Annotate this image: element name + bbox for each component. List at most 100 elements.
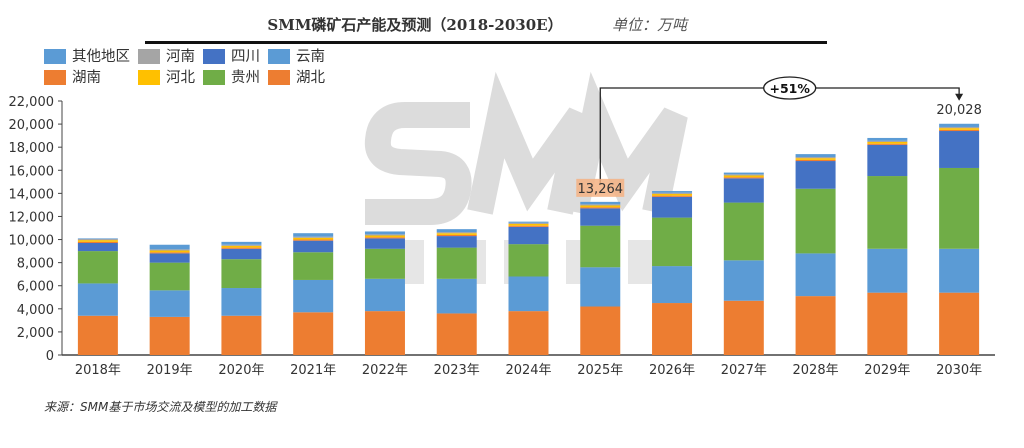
bar-segment-贵州-2028年 — [795, 188, 836, 254]
source-note: 来源：SMM基于市场交流及模型的加工数据 — [44, 400, 277, 414]
bar-segment-湖北-2018年 — [77, 315, 118, 355]
legend-item: 湖南 — [44, 67, 130, 88]
x-tick-label: 2022年 — [362, 363, 408, 378]
bar-segment-河南-2026年 — [652, 192, 693, 194]
bar-segment-其他地区-2025年 — [580, 201, 621, 205]
x-tick-label: 2024年 — [505, 363, 551, 378]
y-tick-label: 2,000 — [17, 326, 54, 341]
x-tick-label: 2025年 — [577, 363, 623, 378]
bar-segment-湖北-2022年 — [364, 311, 405, 355]
bar-segment-四川-2029年 — [867, 144, 908, 177]
legend: 其他地区 河南 四川 云南 湖南 河北 贵州 湖北 — [44, 46, 325, 88]
bar-segment-云南-2018年 — [77, 283, 118, 316]
bar-segment-河北-2020年 — [221, 245, 262, 248]
legend-label: 湖北 — [296, 69, 325, 86]
bar-segment-湖北-2021年 — [293, 312, 334, 355]
bar-segment-湖南-2030年 — [939, 129, 980, 132]
bar-segment-河南-2028年 — [795, 156, 836, 159]
legend-item: 河北 — [138, 67, 195, 88]
bar-segment-其他地区-2027年 — [723, 172, 764, 175]
bar-segment-河北-2025年 — [580, 205, 621, 208]
x-tick-label: 2027年 — [721, 363, 767, 378]
bar-segment-云南-2028年 — [795, 253, 836, 297]
bar-segment-河南-2018年 — [77, 238, 118, 241]
title-underline — [145, 41, 827, 44]
bar-segment-贵州-2019年 — [149, 262, 190, 291]
bar-segment-河南-2030年 — [939, 126, 980, 129]
bar-segment-河北-2026年 — [652, 193, 693, 196]
bar-segment-贵州-2024年 — [508, 244, 549, 277]
bar-segment-河北-2027年 — [723, 175, 764, 178]
legend-swatch — [138, 70, 160, 85]
bar-segment-河北-2029年 — [867, 141, 908, 144]
bar-segment-其他地区-2030年 — [939, 123, 980, 127]
bar-segment-河北-2028年 — [795, 158, 836, 160]
y-tick-label: 6,000 — [17, 280, 54, 295]
bar-segment-云南-2019年 — [149, 290, 190, 317]
growth-badge — [763, 76, 817, 100]
bar-segment-贵州-2022年 — [364, 248, 405, 279]
bar-segment-其他地区-2019年 — [149, 244, 190, 250]
legend-label: 河南 — [166, 48, 195, 65]
watermark-stroke — [562, 71, 688, 215]
legend-item: 湖北 — [268, 67, 325, 88]
bar-segment-河南-2022年 — [364, 234, 405, 236]
bar-segment-河北-2024年 — [508, 223, 549, 226]
x-tick-label: 2023年 — [434, 363, 480, 378]
bar-segment-其他地区-2020年 — [221, 241, 262, 245]
y-tick-label: 18,000 — [9, 141, 55, 156]
y-tick-label: 12,000 — [9, 210, 55, 225]
legend-label: 河北 — [166, 69, 195, 86]
bar-segment-贵州-2026年 — [652, 217, 693, 267]
bar-segment-湖南-2023年 — [436, 234, 477, 237]
watermark-logo — [364, 71, 688, 225]
legend-item: 河南 — [138, 46, 195, 67]
bar-segment-湖北-2020年 — [221, 315, 262, 355]
legend-swatch — [138, 49, 160, 64]
bar-segment-四川-2021年 — [293, 240, 334, 253]
bar-segment-其他地区-2018年 — [77, 238, 118, 239]
bar-segment-四川-2019年 — [149, 253, 190, 263]
bar-segment-湖北-2027年 — [723, 300, 764, 355]
y-tick-label: 14,000 — [9, 187, 55, 202]
bar-segment-云南-2020年 — [221, 288, 262, 316]
bar-segment-其他地区-2022年 — [364, 231, 405, 235]
bar-segment-其他地区-2026年 — [652, 191, 693, 193]
bar-segment-云南-2027年 — [723, 260, 764, 301]
chart-unit: 单位：万吨 — [612, 16, 688, 34]
bar-segment-贵州-2021年 — [293, 252, 334, 280]
bar-segment-其他地区-2021年 — [293, 233, 334, 237]
y-tick-label: 20,000 — [9, 118, 55, 133]
bar-segment-河南-2025年 — [580, 204, 621, 206]
legend-swatch — [203, 70, 225, 85]
bar-segment-河北-2023年 — [436, 233, 477, 235]
bar-segment-湖南-2021年 — [293, 239, 334, 241]
x-tick-label: 2019年 — [147, 363, 193, 378]
bar-segment-四川-2018年 — [77, 243, 118, 252]
bar-segment-湖北-2028年 — [795, 296, 836, 355]
bar-segment-湖北-2024年 — [508, 311, 549, 355]
bar-segment-湖南-2025年 — [580, 207, 621, 209]
x-tick-label: 2021年 — [290, 363, 336, 378]
bar-segment-河南-2020年 — [221, 244, 262, 246]
bar-segment-湖南-2020年 — [221, 247, 262, 249]
bar-segment-贵州-2030年 — [939, 167, 980, 249]
bar-segment-云南-2021年 — [293, 279, 334, 313]
bar-segment-四川-2022年 — [364, 238, 405, 249]
data-label: 13,264 — [578, 182, 624, 197]
bar-segment-四川-2024年 — [508, 226, 549, 245]
x-tick-label: 2030年 — [936, 363, 982, 378]
bar-segment-云南-2025年 — [580, 267, 621, 307]
bar-segment-湖北-2023年 — [436, 313, 477, 355]
bar-segment-云南-2029年 — [867, 248, 908, 293]
bar-segment-四川-2025年 — [580, 208, 621, 226]
legend-swatch — [44, 70, 66, 85]
bar-segment-其他地区-2029年 — [867, 137, 908, 141]
bar-segment-云南-2030年 — [939, 248, 980, 293]
bar-segment-四川-2020年 — [221, 248, 262, 260]
bar-segment-贵州-2020年 — [221, 259, 262, 289]
bar-segment-四川-2030年 — [939, 131, 980, 168]
bar-segment-河南-2029年 — [867, 140, 908, 142]
y-tick-label: 22,000 — [9, 95, 55, 110]
